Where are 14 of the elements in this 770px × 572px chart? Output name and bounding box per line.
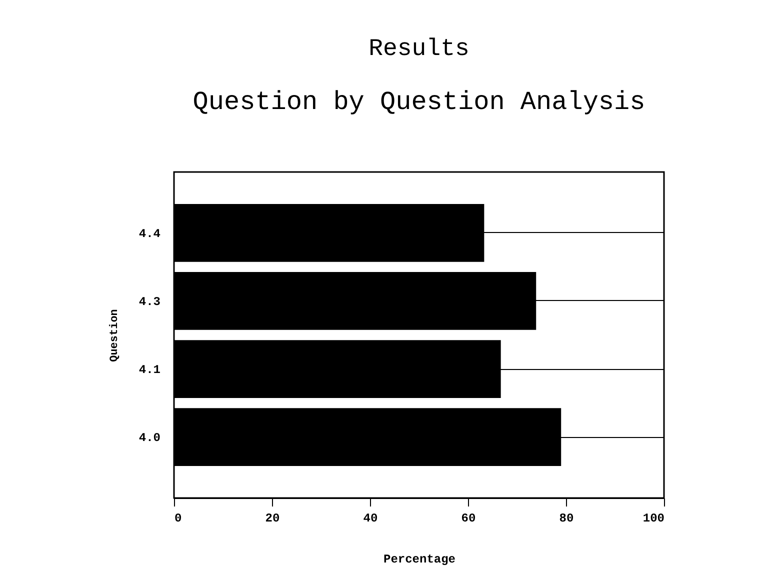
x-axis-title: Percentage <box>383 552 456 566</box>
y-tick-label: 4.3 <box>138 294 160 309</box>
x-tick-label: 0 <box>174 512 182 526</box>
x-tick-label: 100 <box>642 512 664 526</box>
x-tick-label: 60 <box>461 512 476 526</box>
x-tick-label: 80 <box>559 512 574 526</box>
x-tick-label: 40 <box>363 512 378 526</box>
x-tick-label: 20 <box>265 512 280 526</box>
y-tick-label: 4.4 <box>138 226 160 241</box>
chart-subtitle: Question by Question Analysis <box>192 87 646 117</box>
y-tick-label: 4.0 <box>138 431 160 446</box>
y-tick-label: 4.1 <box>138 363 160 378</box>
y-axis-title: Question <box>108 309 121 362</box>
chart-title: Results <box>368 36 470 63</box>
